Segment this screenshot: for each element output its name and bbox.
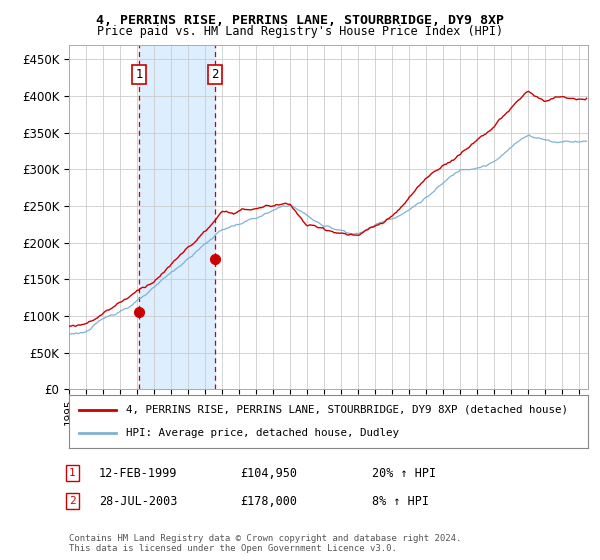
Text: £104,950: £104,950 xyxy=(240,466,297,480)
Text: 1: 1 xyxy=(136,68,143,81)
Text: 20% ↑ HPI: 20% ↑ HPI xyxy=(372,466,436,480)
Text: 2: 2 xyxy=(69,496,76,506)
Text: 12-FEB-1999: 12-FEB-1999 xyxy=(99,466,178,480)
Text: 8% ↑ HPI: 8% ↑ HPI xyxy=(372,494,429,508)
Text: Contains HM Land Registry data © Crown copyright and database right 2024.
This d: Contains HM Land Registry data © Crown c… xyxy=(69,534,461,553)
Text: HPI: Average price, detached house, Dudley: HPI: Average price, detached house, Dudl… xyxy=(126,428,399,438)
Text: 2: 2 xyxy=(211,68,218,81)
Text: 1: 1 xyxy=(69,468,76,478)
Bar xyxy=(139,45,215,389)
Text: 4, PERRINS RISE, PERRINS LANE, STOURBRIDGE, DY9 8XP (detached house): 4, PERRINS RISE, PERRINS LANE, STOURBRID… xyxy=(126,405,568,415)
Text: 4, PERRINS RISE, PERRINS LANE, STOURBRIDGE, DY9 8XP: 4, PERRINS RISE, PERRINS LANE, STOURBRID… xyxy=(96,14,504,27)
Text: Price paid vs. HM Land Registry's House Price Index (HPI): Price paid vs. HM Land Registry's House … xyxy=(97,25,503,38)
Text: 28-JUL-2003: 28-JUL-2003 xyxy=(99,494,178,508)
Text: £178,000: £178,000 xyxy=(240,494,297,508)
